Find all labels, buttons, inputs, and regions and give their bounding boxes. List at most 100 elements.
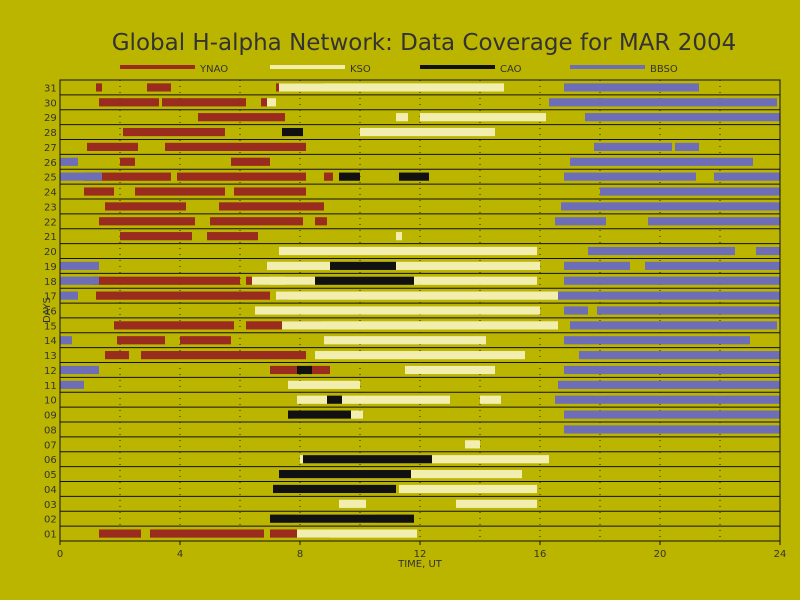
coverage-bar bbox=[255, 306, 540, 315]
coverage-bar bbox=[261, 98, 267, 107]
coverage-bar bbox=[267, 98, 276, 107]
coverage-bar bbox=[558, 380, 780, 389]
legend-label: KSO bbox=[350, 64, 371, 75]
y-tick-label: 29 bbox=[44, 113, 57, 124]
y-tick-label: 16 bbox=[44, 307, 57, 318]
coverage-bar bbox=[87, 142, 138, 152]
coverage-bar bbox=[420, 113, 546, 122]
coverage-bar bbox=[60, 172, 102, 181]
y-axis-label: DAYS bbox=[42, 297, 53, 323]
y-tick-label: 30 bbox=[44, 98, 57, 109]
coverage-bar bbox=[99, 98, 159, 107]
coverage-bar bbox=[297, 365, 312, 375]
chart-title: Global H-alpha Network: Data Coverage fo… bbox=[112, 30, 737, 56]
y-tick-label: 02 bbox=[44, 515, 57, 526]
y-tick-label: 07 bbox=[44, 440, 57, 451]
x-tick-label: 4 bbox=[177, 549, 183, 560]
y-tick-label: 20 bbox=[44, 247, 57, 258]
coverage-bar bbox=[282, 127, 303, 137]
coverage-bar bbox=[219, 202, 324, 211]
coverage-bar bbox=[270, 514, 414, 523]
legend-swatch bbox=[570, 65, 645, 69]
coverage-bar bbox=[147, 83, 171, 92]
x-axis-label: TIME, UT bbox=[397, 559, 443, 570]
coverage-bar bbox=[570, 321, 777, 330]
coverage-bar bbox=[93, 276, 240, 285]
coverage-bar bbox=[207, 232, 258, 241]
coverage-bar bbox=[324, 172, 333, 181]
coverage-bar bbox=[756, 246, 780, 256]
series-bbso bbox=[60, 83, 780, 434]
legend-label: CAO bbox=[500, 64, 522, 75]
coverage-bar bbox=[315, 217, 327, 226]
x-tick-label: 8 bbox=[297, 549, 303, 560]
gridlines bbox=[119, 80, 721, 541]
coverage-bar bbox=[288, 380, 360, 389]
y-tick-label: 14 bbox=[44, 336, 57, 347]
y-tick-label: 05 bbox=[44, 470, 57, 481]
coverage-bar bbox=[555, 395, 780, 404]
coverage-bar bbox=[564, 261, 630, 270]
y-tick-label: 23 bbox=[44, 202, 57, 213]
coverage-bar bbox=[399, 484, 537, 494]
coverage-bar bbox=[594, 142, 672, 152]
coverage-bar bbox=[585, 113, 780, 122]
y-tick-label: 11 bbox=[44, 381, 57, 392]
y-tick-label: 01 bbox=[44, 530, 57, 541]
coverage-bar bbox=[465, 440, 480, 449]
y-tick-label: 18 bbox=[44, 277, 57, 288]
y-tick-label: 09 bbox=[44, 411, 57, 422]
coverage-bar bbox=[315, 351, 525, 360]
legend: YNAO KSO CAO BBSO bbox=[120, 64, 678, 75]
coverage-bar bbox=[231, 157, 270, 166]
coverage-bar bbox=[123, 127, 225, 137]
coverage-bar bbox=[480, 395, 501, 404]
series-cao bbox=[270, 127, 432, 523]
x-axis: 0 4 8 12 16 20 24 bbox=[57, 541, 787, 560]
coverage-bar bbox=[564, 306, 588, 315]
y-tick-label: 15 bbox=[44, 321, 57, 332]
x-tick-label: 20 bbox=[654, 549, 667, 560]
y-tick-label: 17 bbox=[44, 292, 57, 303]
coverage-bar bbox=[558, 291, 780, 300]
legend-swatch bbox=[420, 65, 495, 69]
coverage-bar bbox=[279, 469, 411, 479]
coverage-bar bbox=[564, 336, 750, 345]
coverage-bar bbox=[600, 187, 780, 196]
y-tick-label: 19 bbox=[44, 262, 57, 273]
coverage-bar bbox=[60, 380, 84, 389]
y-tick-label: 25 bbox=[44, 173, 57, 184]
coverage-bar bbox=[276, 291, 558, 300]
y-tick-label: 03 bbox=[44, 500, 57, 511]
x-tick-label: 0 bbox=[57, 549, 63, 560]
coverage-bar bbox=[99, 529, 141, 538]
y-tick-label: 12 bbox=[44, 366, 57, 377]
coverage-bar bbox=[714, 172, 780, 181]
coverage-bar bbox=[210, 217, 303, 226]
coverage-bar bbox=[297, 395, 450, 404]
coverage-bar bbox=[165, 142, 306, 152]
coverage-bar bbox=[645, 261, 780, 270]
x-tick-label: 24 bbox=[774, 549, 787, 560]
y-tick-label: 22 bbox=[44, 217, 57, 228]
coverage-bar bbox=[99, 217, 195, 226]
legend-swatch bbox=[270, 65, 345, 69]
coverage-bar bbox=[579, 351, 780, 360]
coverage-bar bbox=[150, 529, 264, 538]
coverage-bar bbox=[105, 351, 129, 360]
coverage-bar bbox=[396, 232, 402, 241]
coverage-bar bbox=[315, 276, 414, 285]
coverage-bar bbox=[597, 306, 780, 315]
coverage-bar bbox=[60, 365, 99, 375]
coverage-bar bbox=[114, 321, 234, 330]
coverage-bar bbox=[564, 83, 699, 92]
series-kso bbox=[252, 83, 558, 538]
coverage-bar bbox=[162, 98, 246, 107]
coverage-bar bbox=[141, 351, 306, 360]
coverage-bar bbox=[198, 113, 285, 122]
coverage-bar bbox=[564, 276, 780, 285]
coverage-bar bbox=[60, 336, 72, 345]
legend-item-bbso: BBSO bbox=[570, 64, 678, 75]
coverage-bar bbox=[270, 365, 300, 375]
x-tick-label: 12 bbox=[414, 549, 427, 560]
